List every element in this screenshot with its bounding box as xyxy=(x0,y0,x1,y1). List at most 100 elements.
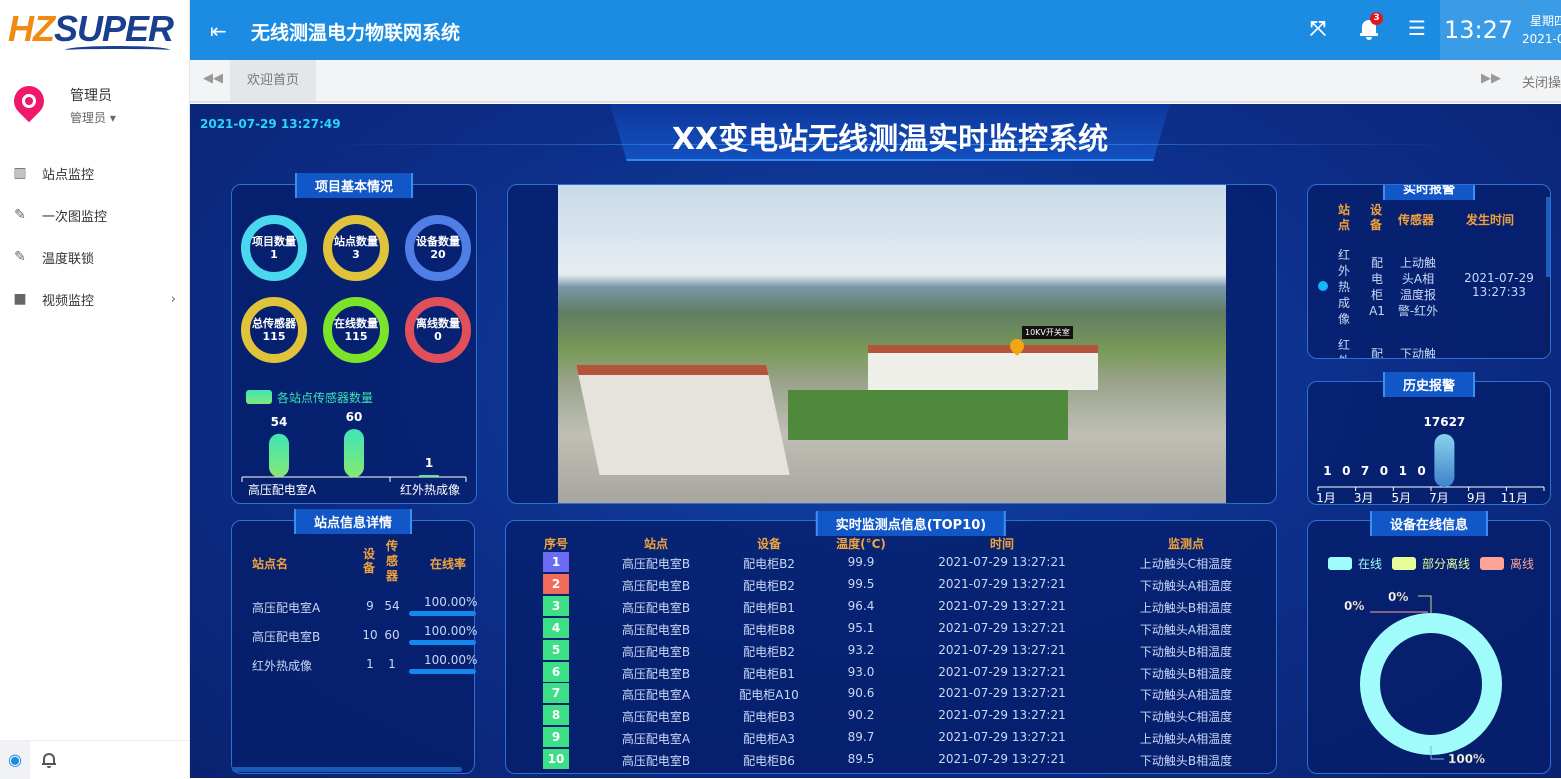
stat-label: 设备数量 xyxy=(416,235,460,248)
project-info-panel: 项目基本情况 项目数量 1 站点数量 3 设备数量 20 总传感器 115 在线数量 115 离线数… xyxy=(231,173,477,504)
table-cell: 配电柜B1 xyxy=(743,666,795,681)
collapse-menu-icon[interactable]: ⇤ xyxy=(210,19,227,43)
clock-date: 2021-07 xyxy=(1522,32,1561,46)
label-line xyxy=(1418,595,1432,614)
table-cell: 配电柜A3 xyxy=(743,732,795,747)
table-cell: 高压配电室B xyxy=(621,754,691,769)
rank-badge: 5 xyxy=(543,639,569,660)
table-cell: 2021-07-29 13:27:21 xyxy=(938,620,1066,635)
top-bar: ⇤ 无线测温电力物联网系统 ⤧ 3 ☰ 13:27 星期四 2021-07 xyxy=(190,0,1561,60)
x-tick-label: 7月 xyxy=(1429,491,1449,505)
table-cell: 配电柜B1 xyxy=(743,600,795,615)
bar-value-label: 0 xyxy=(1417,464,1425,478)
col-header: 设备 xyxy=(756,537,781,551)
scrollbar[interactable] xyxy=(1546,197,1550,357)
device-online-panel: 设备在线信息 在线 部分离线 离线 0% 0% 100% xyxy=(1307,511,1551,774)
station-devices: 1 xyxy=(366,657,374,671)
legend-label: 离线 xyxy=(1510,556,1534,571)
table-cell: 配电柜B3 xyxy=(743,710,795,725)
bar-value-label: 1 xyxy=(1323,464,1331,478)
clock-time: 13:27 xyxy=(1444,16,1514,44)
bell-icon[interactable] xyxy=(42,752,56,768)
sensor-count-chart: 54 60 1 高压配电室A 红外热成像 xyxy=(241,410,467,497)
substation-photo[interactable]: 10KV开关室 xyxy=(558,185,1226,503)
history-alarm-panel: 历史报警 1 0 7 0 1 0 17627 1月 3月 5月 7月 9月 11月 xyxy=(1307,372,1551,505)
table-cell: 配电柜B2 xyxy=(743,578,795,593)
clock-weekday: 星期四 xyxy=(1530,14,1561,28)
online-donut-chart: 在线 部分离线 离线 0% 0% 100% xyxy=(1328,556,1534,766)
sidebar-item-video-monitor[interactable]: ■ 视频监控 › xyxy=(0,279,190,319)
panel-title: 历史报警 xyxy=(1382,372,1476,397)
alarm-device: 配 xyxy=(1371,347,1384,359)
table-cell: 2021-07-29 13:27:21 xyxy=(938,555,1066,569)
tab-home-label: 欢迎首页 xyxy=(246,73,299,88)
scroll-right-icon[interactable]: ▶▶ xyxy=(1481,71,1501,86)
alarm-sensor: 上动触头A相温度报警-红外 xyxy=(1397,256,1439,318)
stat-label: 站点数量 xyxy=(334,235,378,248)
table-cell: 高压配电室B xyxy=(621,622,691,637)
stat-value: 20 xyxy=(430,248,446,261)
logo-swoosh xyxy=(65,46,170,54)
title-line xyxy=(320,144,1460,145)
rank-badge: 8 xyxy=(543,705,569,726)
eye-icon[interactable]: ◉ xyxy=(0,741,30,779)
station-name: 红外热成像 xyxy=(252,659,313,673)
table-cell: 高压配电室B xyxy=(621,600,691,615)
bar xyxy=(419,475,439,477)
station-name: 高压配电室A xyxy=(252,601,321,615)
legend-swatch xyxy=(1328,557,1352,570)
bar-value-label: 0 xyxy=(1342,464,1350,478)
hamburger-menu-icon[interactable]: ☰ xyxy=(1408,16,1426,40)
table-cell: 配电柜B8 xyxy=(743,622,795,637)
scrollbar[interactable] xyxy=(232,767,462,772)
fullscreen-icon[interactable]: ⤧ xyxy=(1310,16,1326,40)
table-cell: 2021-07-29 13:27:21 xyxy=(938,664,1066,679)
sidebar-footer: ◉ xyxy=(0,740,190,779)
table-cell: 90.6 xyxy=(847,686,875,701)
col-header: 监测点 xyxy=(1167,537,1204,551)
stat-ring: 设备数量 20 xyxy=(405,215,471,281)
close-operations-button[interactable]: 关闭操 xyxy=(1522,76,1561,91)
user-name: 管理员 xyxy=(70,88,112,104)
table-cell: 下动触头B相温度 xyxy=(1139,644,1233,659)
col-header: 传感器 xyxy=(386,539,399,583)
pencil-icon: ✎ xyxy=(14,249,26,265)
bar-value-label: 0 xyxy=(1380,464,1388,478)
table-cell: 高压配电室A xyxy=(621,688,691,703)
user-role-dropdown[interactable]: 管理员 ▾ xyxy=(70,109,116,126)
sidebar-item-station-monitor[interactable]: ▥ 站点监控 xyxy=(0,153,190,193)
col-header: 温度(°C) xyxy=(836,537,886,551)
x-tick-label: 红外热成像 xyxy=(400,482,460,497)
tab-home[interactable]: 欢迎首页 xyxy=(230,60,316,101)
table-cell: 2021-07-29 13:27:21 xyxy=(938,642,1066,657)
tab-bar: ◀◀ 欢迎首页 ▶▶ 关闭操 xyxy=(190,60,1561,103)
marker-label: 10KV开关室 xyxy=(1022,326,1073,339)
dashboard-title: XX变电站无线测温实时监控系统 xyxy=(671,122,1109,157)
lawn xyxy=(788,390,1068,440)
col-header: 时间 xyxy=(989,537,1014,551)
stat-ring: 项目数量 1 xyxy=(241,215,307,281)
sidebar-item-label: 温度联锁 xyxy=(42,251,95,267)
dashboard-datetime: 2021-07-29 13:27:49 xyxy=(200,117,341,131)
stat-value: 0 xyxy=(434,330,442,343)
col-header: 传感器 xyxy=(1398,213,1435,227)
legend-label: 部分离线 xyxy=(1422,556,1470,571)
table-cell: 90.2 xyxy=(847,708,875,723)
x-tick-label: 5月 xyxy=(1392,491,1412,505)
legend-label: 各站点传感器数量 xyxy=(277,391,374,405)
stat-label: 离线数量 xyxy=(416,317,460,330)
station-devices: 9 xyxy=(366,599,374,613)
sidebar-item-diagram-monitor[interactable]: ✎ 一次图监控 xyxy=(0,195,190,235)
rank-badge: 1 xyxy=(543,552,569,572)
sidebar-item-temp-interlock[interactable]: ✎ 温度联锁 xyxy=(0,237,190,277)
bar-value-label: 17627 xyxy=(1424,415,1466,429)
station-sensors: 54 xyxy=(384,599,400,613)
stat-value: 3 xyxy=(352,248,360,261)
table-cell: 93.0 xyxy=(847,664,875,679)
scroll-left-icon[interactable]: ◀◀ xyxy=(203,71,223,86)
col-header: 发生时间 xyxy=(1466,213,1515,227)
video-panel: 10KV开关室 xyxy=(507,184,1277,504)
label-line xyxy=(1430,746,1444,760)
location-pin-icon xyxy=(7,79,51,123)
table-cell: 高压配电室B xyxy=(621,557,691,571)
